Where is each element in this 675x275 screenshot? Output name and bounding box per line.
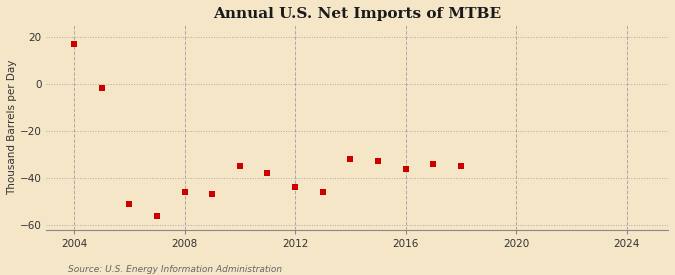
- Point: [456, 164, 466, 168]
- Point: [179, 190, 190, 194]
- Point: [69, 42, 80, 46]
- Point: [373, 159, 383, 164]
- Point: [262, 171, 273, 175]
- Point: [317, 190, 328, 194]
- Point: [400, 166, 411, 171]
- Point: [97, 86, 107, 91]
- Point: [290, 185, 300, 189]
- Point: [345, 157, 356, 161]
- Point: [234, 164, 245, 168]
- Point: [428, 162, 439, 166]
- Text: Source: U.S. Energy Information Administration: Source: U.S. Energy Information Administ…: [68, 265, 281, 274]
- Point: [207, 192, 217, 197]
- Y-axis label: Thousand Barrels per Day: Thousand Barrels per Day: [7, 60, 17, 195]
- Title: Annual U.S. Net Imports of MTBE: Annual U.S. Net Imports of MTBE: [213, 7, 502, 21]
- Point: [124, 202, 135, 206]
- Point: [152, 213, 163, 218]
